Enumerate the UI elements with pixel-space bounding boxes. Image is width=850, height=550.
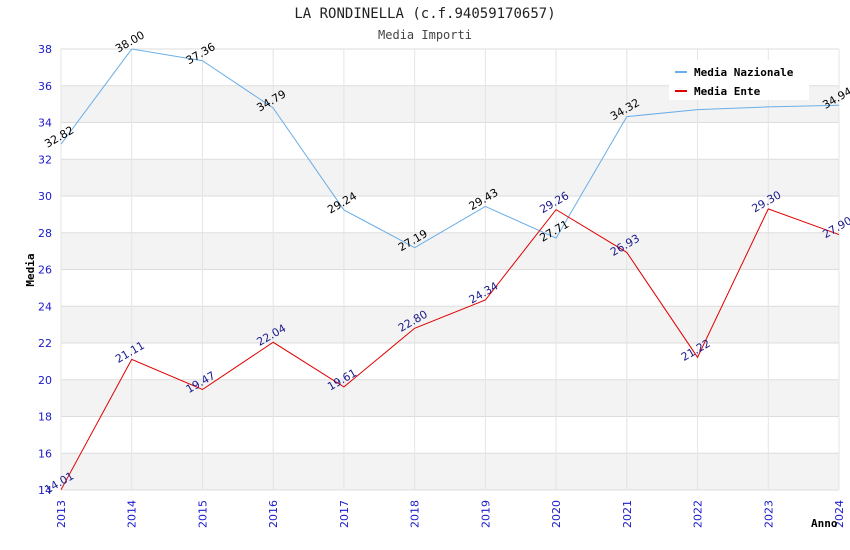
y-tick-label: 38	[38, 43, 52, 56]
grid-band	[61, 379, 839, 417]
y-tick-label: 24	[38, 300, 52, 313]
chart-title: LA RONDINELLA (c.f.94059170657)	[294, 6, 555, 22]
grid-band	[61, 232, 839, 270]
x-tick-label: 2022	[692, 500, 705, 528]
legend: Media Nazionale Media Ente	[669, 60, 809, 100]
y-tick-label: 26	[38, 264, 52, 277]
y-axis-ticks: 14 16 18 20 22 24 26 28 30 32 34 36 38	[38, 43, 52, 497]
y-tick-label: 16	[38, 447, 52, 460]
x-tick-label: 2019	[479, 500, 492, 528]
y-tick-label: 20	[38, 374, 52, 387]
x-tick-label: 2020	[550, 500, 563, 528]
x-axis-ticks: 2013 2014 2015 2016 2017 2018 2019 2020 2021 2022…	[55, 500, 846, 528]
y-tick-label: 34	[38, 117, 52, 130]
grid-bands	[61, 85, 839, 490]
grid-band	[61, 306, 839, 343]
chart-subtitle: Media Importi	[378, 28, 472, 42]
data-label: 14.01	[42, 469, 76, 496]
grid-lines	[60, 48, 840, 491]
series-line	[60, 48, 840, 249]
series-group	[60, 48, 840, 491]
x-tick-label: 2013	[55, 500, 68, 528]
x-tick-label: 2016	[267, 500, 280, 528]
data-label: 37.36	[184, 40, 218, 67]
legend-label: Media Ente	[694, 85, 761, 98]
y-tick-label: 14	[38, 484, 52, 497]
y-tick-label: 32	[38, 153, 52, 166]
data-label: 24.34	[467, 279, 501, 306]
y-tick-label: 28	[38, 227, 52, 240]
x-tick-label: 2014	[126, 500, 139, 528]
y-axis-label: Media	[24, 253, 37, 286]
x-tick-label: 2021	[621, 500, 634, 528]
x-tick-label: 2018	[409, 500, 422, 528]
y-tick-label: 18	[38, 411, 52, 424]
x-tick-label: 2024	[833, 500, 846, 528]
x-tick-label: 2017	[338, 500, 351, 528]
grid-band	[61, 453, 839, 490]
x-tick-label: 2015	[196, 500, 209, 528]
series-line	[60, 208, 840, 491]
x-axis-label: Anno	[811, 517, 838, 530]
y-tick-label: 22	[38, 337, 52, 350]
grid-band	[61, 159, 839, 196]
legend-box	[669, 60, 809, 100]
y-tick-label: 36	[38, 80, 52, 93]
x-tick-label: 2023	[762, 500, 775, 528]
legend-label: Media Nazionale	[694, 66, 794, 79]
y-tick-label: 30	[38, 190, 52, 203]
